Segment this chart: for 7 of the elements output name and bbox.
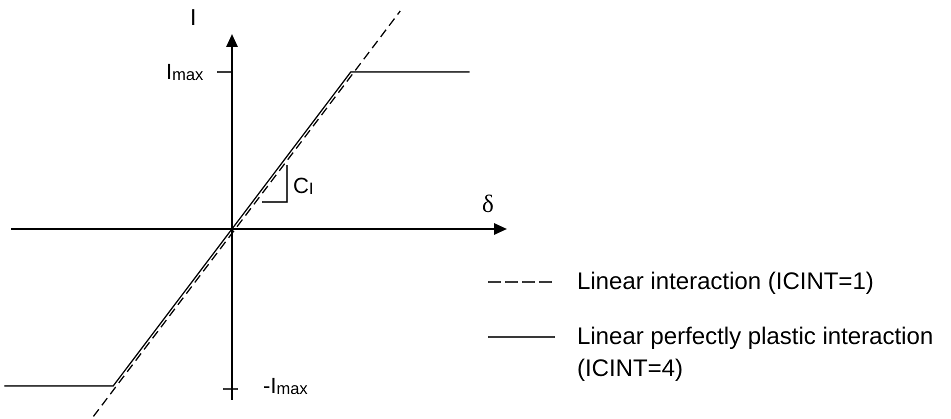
x-axis-title: δ [482, 191, 494, 218]
annotation: C$_{I}$ [293, 173, 314, 198]
legend-label: Linear perfectly plastic interaction (ICINT=4) [577, 322, 934, 384]
annotation: -I$_{max}$ [263, 373, 308, 398]
y-axis-title: I [190, 4, 196, 30]
annotation: I$_{max}$ [166, 59, 204, 84]
legend-label: Linear interaction (ICINT=1) [577, 267, 875, 297]
